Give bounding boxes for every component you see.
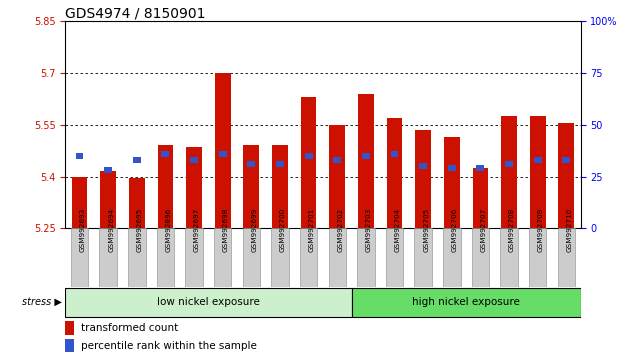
Bar xyxy=(530,116,546,228)
Bar xyxy=(186,147,202,228)
Bar xyxy=(505,161,513,167)
Bar xyxy=(473,168,488,228)
Bar xyxy=(161,151,170,157)
Bar xyxy=(65,321,75,335)
Bar xyxy=(219,151,227,157)
Bar xyxy=(415,130,431,228)
Bar xyxy=(358,94,374,228)
Bar xyxy=(387,118,402,228)
Bar xyxy=(71,228,88,287)
Bar xyxy=(71,177,88,228)
Bar xyxy=(104,167,112,173)
Text: GSM992705: GSM992705 xyxy=(423,208,429,252)
Text: GSM992696: GSM992696 xyxy=(165,208,171,252)
Text: GSM992708: GSM992708 xyxy=(509,208,515,252)
Bar xyxy=(65,288,351,317)
Bar xyxy=(351,288,581,317)
Bar xyxy=(329,125,345,228)
Text: GSM992709: GSM992709 xyxy=(538,208,543,252)
Bar xyxy=(558,123,574,228)
Bar xyxy=(158,145,173,228)
Bar xyxy=(391,151,399,157)
Text: GSM992701: GSM992701 xyxy=(309,208,315,252)
Text: stress ▶: stress ▶ xyxy=(22,297,62,307)
Bar xyxy=(133,157,141,163)
Text: high nickel exposure: high nickel exposure xyxy=(412,297,520,307)
Bar xyxy=(529,228,546,287)
Text: GSM992699: GSM992699 xyxy=(252,208,257,252)
Bar xyxy=(276,161,284,167)
Bar xyxy=(215,73,230,228)
Bar xyxy=(558,228,575,287)
Text: GSM992700: GSM992700 xyxy=(280,208,286,252)
Bar xyxy=(357,228,374,287)
Bar xyxy=(185,228,203,287)
Text: GSM992710: GSM992710 xyxy=(566,208,573,252)
Text: GSM992706: GSM992706 xyxy=(451,208,458,252)
Text: percentile rank within the sample: percentile rank within the sample xyxy=(81,341,256,350)
Bar xyxy=(444,137,460,228)
Bar xyxy=(128,228,145,287)
Bar xyxy=(501,228,518,287)
Bar xyxy=(362,153,370,159)
Text: GSM992704: GSM992704 xyxy=(394,208,401,252)
Bar xyxy=(472,228,489,287)
Bar xyxy=(501,116,517,228)
Bar xyxy=(99,228,117,287)
Bar xyxy=(65,339,75,352)
Text: GSM992693: GSM992693 xyxy=(79,208,86,252)
Bar xyxy=(419,163,427,169)
Text: GSM992695: GSM992695 xyxy=(137,208,143,252)
Bar xyxy=(443,228,461,287)
Bar xyxy=(243,228,260,287)
Bar xyxy=(129,178,145,228)
Bar xyxy=(156,228,174,287)
Bar xyxy=(247,161,255,167)
Bar xyxy=(190,157,198,163)
Text: GSM992707: GSM992707 xyxy=(481,208,486,252)
Bar xyxy=(414,228,432,287)
Bar xyxy=(305,153,312,159)
Bar xyxy=(386,228,403,287)
Bar xyxy=(476,165,484,171)
Text: GSM992703: GSM992703 xyxy=(366,208,372,252)
Bar xyxy=(100,171,116,228)
Text: low nickel exposure: low nickel exposure xyxy=(157,297,260,307)
Bar xyxy=(333,157,341,163)
Text: GSM992698: GSM992698 xyxy=(223,208,229,252)
Bar xyxy=(301,97,317,228)
Text: GSM992702: GSM992702 xyxy=(337,208,343,252)
Bar xyxy=(563,157,570,163)
Bar xyxy=(300,228,317,287)
Bar xyxy=(271,228,289,287)
Bar xyxy=(214,228,232,287)
Bar xyxy=(533,157,542,163)
Bar xyxy=(243,145,259,228)
Bar xyxy=(448,165,456,171)
Text: GSM992694: GSM992694 xyxy=(108,208,114,252)
Bar xyxy=(272,145,288,228)
Text: transformed count: transformed count xyxy=(81,323,178,333)
Text: GDS4974 / 8150901: GDS4974 / 8150901 xyxy=(65,6,206,20)
Bar xyxy=(329,228,346,287)
Text: GSM992697: GSM992697 xyxy=(194,208,200,252)
Bar xyxy=(76,153,83,159)
